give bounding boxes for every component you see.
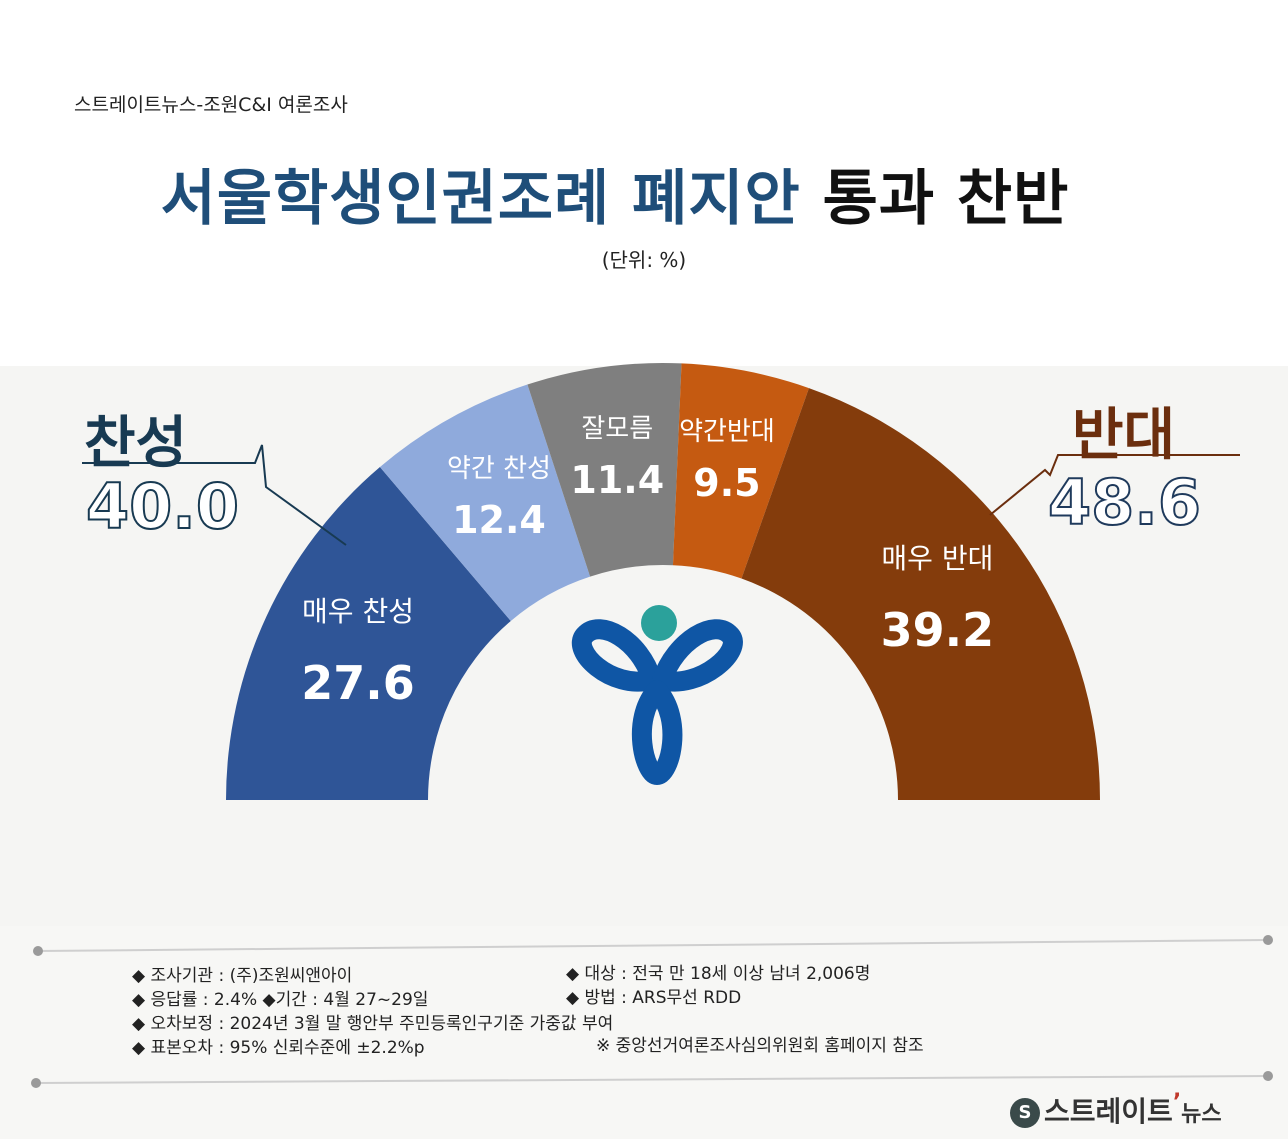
- brand-logo: S 스트레이트’뉴스: [1010, 1090, 1222, 1130]
- note-line: ◆ 조사기관 : (주)조원씨앤아이: [132, 966, 353, 986]
- title-main: 서울학생인권조례 폐지안: [160, 164, 801, 234]
- value-label: 12.4: [452, 498, 546, 542]
- divider-top: [37, 939, 1269, 952]
- notes-left: ◆ 조사기관 : (주)조원씨앤아이 ◆ 응답률 : 2.4% ◆기간 : 4월…: [132, 964, 613, 1060]
- note-line: ◆ 대상 : 전국 만 18세 이상 남녀 2,006명: [566, 964, 871, 984]
- divider-dot: [31, 1078, 41, 1088]
- category-label: 매우 반대: [881, 542, 993, 575]
- category-label: 잘모름: [581, 414, 653, 444]
- segment-somewhat-oppose: [672, 363, 809, 579]
- oppose-leader-line: [989, 454, 1240, 516]
- header-area: [0, 0, 1288, 366]
- note-line: ◆ 오차보정 : 2024년 3월 말 행안부 주민등록인구기준 가중값 부여: [132, 1014, 614, 1034]
- divider-dot: [1263, 1071, 1273, 1081]
- unit-label: (단위: %): [601, 248, 687, 272]
- note-line: ◆ 응답률 : 2.4% ◆기간 : 4월 27~29일: [132, 990, 429, 1010]
- segment-somewhat-support: [379, 384, 591, 621]
- segment-strongly-oppose: [741, 388, 1100, 800]
- support-total: 40.0: [85, 469, 240, 544]
- survey-source: 스트레이트뉴스-조원C&I 여론조사: [74, 94, 348, 116]
- support-label: 찬성: [84, 411, 188, 476]
- category-label: 약간 찬성: [447, 454, 551, 484]
- support-leader-line: [82, 444, 347, 546]
- value-label: 11.4: [570, 458, 664, 502]
- seoul-city-emblem-icon: [571, 605, 743, 785]
- chart-segment-labels: 매우 찬성 27.6 약간 찬성 12.4 잘모름 11.4 약간반대 9.5 매우 반대 39.…: [301, 414, 994, 710]
- note-line: ◆ 방법 : ARS무선 RDD: [566, 988, 742, 1008]
- oppose-total: 48.6: [1047, 465, 1202, 540]
- chart-segments: [226, 363, 1100, 800]
- value-label: 39.2: [881, 603, 995, 657]
- segment-dont-know: [527, 363, 682, 577]
- brand-suffix: 뉴스: [1181, 1102, 1222, 1127]
- notes-right: ◆ 대상 : 전국 만 18세 이상 남녀 2,006명 ◆ 방법 : ARS무…: [566, 962, 924, 1058]
- page-title: 서울학생인권조례 폐지안 통과 찬반: [0, 150, 1230, 237]
- straight-news-logo-icon: S: [1010, 1098, 1040, 1128]
- note-line: ◆ 표본오차 : 95% 신뢰수준에 ±2.2%p: [132, 1038, 425, 1058]
- brand-name: 스트레이트: [1044, 1095, 1173, 1128]
- divider-dot: [33, 946, 43, 956]
- title-sub: 통과 찬반: [822, 164, 1070, 234]
- footer-area: [0, 926, 1288, 1139]
- divider-dot: [1263, 935, 1273, 945]
- note-line: ※ 중앙선거여론조사심의위원회 홈페이지 참조: [596, 1036, 924, 1056]
- category-label: 매우 찬성: [302, 595, 414, 628]
- value-label: 9.5: [693, 461, 760, 505]
- value-label: 27.6: [301, 656, 415, 710]
- divider-bottom: [35, 1075, 1269, 1084]
- segment-strongly-support: [226, 467, 511, 800]
- category-label: 약간반대: [679, 417, 775, 447]
- oppose-label: 반대: [1072, 403, 1176, 468]
